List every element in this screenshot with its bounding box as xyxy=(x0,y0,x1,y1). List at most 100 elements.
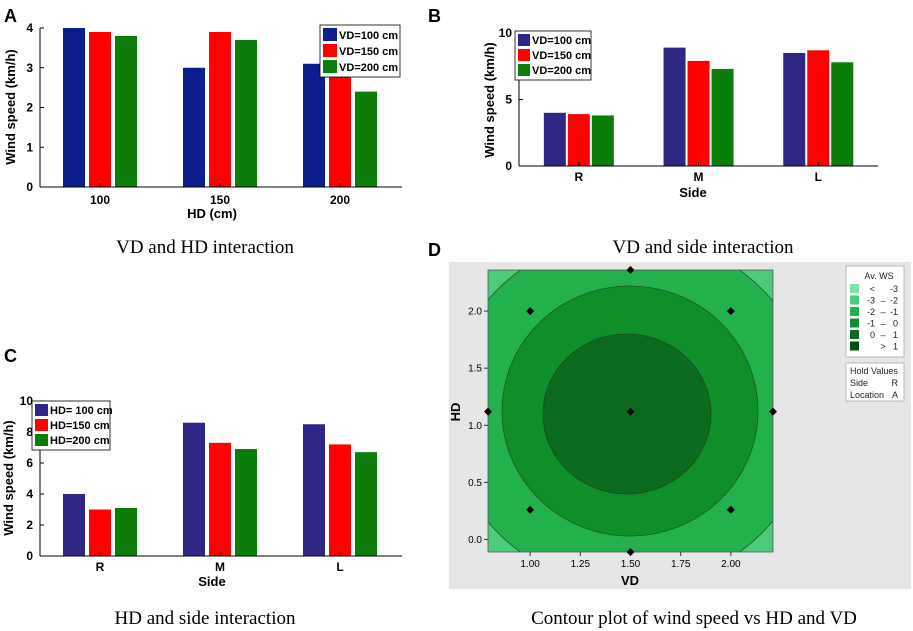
contour-legend-swatch xyxy=(850,295,859,305)
panel-b-bars xyxy=(543,47,854,167)
legend-swatch xyxy=(323,28,337,41)
x-tick-label: 150 xyxy=(210,193,230,207)
hold-values-title: Hold Values xyxy=(850,366,898,376)
design-point-marker xyxy=(526,307,535,316)
contour-legend-sep: – xyxy=(880,330,885,340)
panel-d-xlabel: VD xyxy=(621,573,639,588)
bar-a-vd-100-cm-150 xyxy=(183,67,205,187)
contour-legend-swatch xyxy=(850,307,859,316)
y-tick-label: 0 xyxy=(26,180,33,194)
bar-b-vd-100-cm-m xyxy=(663,47,686,166)
panel-b: B R M L 0 5 10 Side Wind speed (km/h) VD=100 … xyxy=(428,6,878,258)
bar-a-vd-100-cm-200 xyxy=(303,63,325,187)
bar-c-hd-200-cm-l xyxy=(355,452,377,556)
legend-swatch xyxy=(323,44,337,57)
contour-legend-sep: > xyxy=(880,342,885,352)
y-tick-label: 0.5 xyxy=(468,478,482,489)
hold-value-value: R xyxy=(892,378,899,388)
panel-c-ylabel: Wind speed (km/h) xyxy=(1,420,16,535)
legend-entry: VD=200 cm xyxy=(532,65,591,77)
contour-legend-swatch xyxy=(850,341,859,351)
y-tick-label: 6 xyxy=(26,456,33,470)
x-tick-label: M xyxy=(215,560,225,574)
contour-legend-high: -1 xyxy=(890,307,898,317)
panel-label-c: C xyxy=(4,346,17,366)
x-tick-label: R xyxy=(575,170,584,184)
caption-b: VD and side interaction xyxy=(613,237,794,258)
design-point-marker xyxy=(626,407,635,416)
legend-entry: HD=200 cm xyxy=(50,435,110,447)
bar-a-vd-150-cm-200 xyxy=(329,71,351,187)
x-tick-label: L xyxy=(815,170,822,184)
x-tick-label: M xyxy=(694,170,704,184)
contour-legend-swatch xyxy=(850,318,859,328)
contour-legend-low: 0 xyxy=(870,330,875,340)
design-point-marker xyxy=(726,307,735,316)
y-tick-label: 1.5 xyxy=(468,364,482,375)
panel-b-legend: VD=100 cm VD=150 cm VD=200 cm xyxy=(514,30,592,81)
x-tick-label: 1.50 xyxy=(621,559,641,570)
x-tick-label: 1.00 xyxy=(520,559,540,570)
panel-a-xlabel: HD (cm) xyxy=(187,206,237,221)
bar-a-vd-150-cm-100 xyxy=(89,31,111,187)
legend-entry: HD=150 cm xyxy=(50,420,110,432)
panel-a-ticks: 100 150 200 0 1 2 3 4 xyxy=(26,21,350,207)
y-tick-label: 0 xyxy=(505,159,512,173)
bar-b-vd-150-cm-r xyxy=(567,114,590,166)
contour-legend-high: -2 xyxy=(890,296,898,306)
bar-c-hd-150-cm-l xyxy=(329,444,351,556)
panel-c-ticks: R M L 0 2 4 6 8 10 xyxy=(20,394,344,574)
y-tick-label: 10 xyxy=(20,394,34,408)
legend-entry: VD=100 cm xyxy=(532,35,591,47)
contour-legend-swatch xyxy=(850,330,859,339)
y-tick-label: 2 xyxy=(26,518,33,532)
design-point-marker xyxy=(526,505,535,514)
hold-value-name: Location xyxy=(850,390,884,400)
contour-legend-title: Av. WS xyxy=(864,271,893,281)
panel-c-bars xyxy=(63,422,377,556)
panel-b-ticks: R M L 0 5 10 xyxy=(499,26,822,184)
design-point-marker xyxy=(626,266,635,274)
y-tick-label: 4 xyxy=(26,21,33,35)
panel-a-legend: VD=100 cm VD=150 cm VD=200 cm xyxy=(319,24,401,78)
bar-c-hd-100-cm-r xyxy=(63,494,85,556)
legend-swatch xyxy=(35,419,48,431)
y-tick-label: 3 xyxy=(26,61,33,75)
legend-entry: VD=200 cm xyxy=(339,62,398,74)
contour-band-0 xyxy=(542,333,712,495)
y-tick-label: 8 xyxy=(26,425,33,439)
panel-c: C R M L 0 2 4 6 8 10 Side Wind speed (km/h) HD= … xyxy=(1,346,402,629)
bar-b-vd-150-cm-m xyxy=(687,60,710,166)
x-tick-label: 200 xyxy=(330,193,350,207)
panel-d-ylabel: HD xyxy=(448,403,463,422)
panel-a-ylabel: Wind speed (km/h) xyxy=(3,49,18,164)
panel-label-d: D xyxy=(428,240,441,260)
panel-d: D 1.00 1.25 1.50 1.75 2.00 0.0 0.5 1.0 1.5 2.0 VD… xyxy=(428,240,911,629)
bar-c-hd-100-cm-l xyxy=(303,424,325,556)
panel-a: A 100 150 200 0 1 2 3 4 HD (cm) Wind speed (km/… xyxy=(3,6,402,258)
contour-legend-high: 1 xyxy=(893,342,898,352)
bar-c-hd-200-cm-r xyxy=(115,507,137,556)
hold-values-box xyxy=(845,362,905,402)
bar-c-hd-150-cm-m xyxy=(209,442,231,556)
caption-a: VD and HD interaction xyxy=(116,237,294,258)
y-tick-label: 2.0 xyxy=(468,307,482,318)
contour-legend-low: -3 xyxy=(867,296,875,306)
y-tick-label: 0 xyxy=(26,549,33,563)
y-tick-label: 4 xyxy=(26,487,33,501)
legend-entry: HD= 100 cm xyxy=(50,405,113,417)
y-tick-label: 1.0 xyxy=(468,421,482,432)
legend-entry: VD=150 cm xyxy=(532,50,591,62)
legend-swatch xyxy=(35,404,48,416)
design-point-marker xyxy=(484,407,492,416)
legend-swatch xyxy=(35,434,48,446)
y-tick-label: 5 xyxy=(505,93,512,107)
caption-c: HD and side interaction xyxy=(115,608,296,629)
legend-swatch xyxy=(518,64,530,76)
x-tick-label: L xyxy=(336,560,343,574)
x-tick-label: 100 xyxy=(90,193,110,207)
y-tick-label: 2 xyxy=(26,101,33,115)
y-tick-label: 0.0 xyxy=(468,535,482,546)
bar-b-vd-200-cm-l xyxy=(831,62,854,167)
